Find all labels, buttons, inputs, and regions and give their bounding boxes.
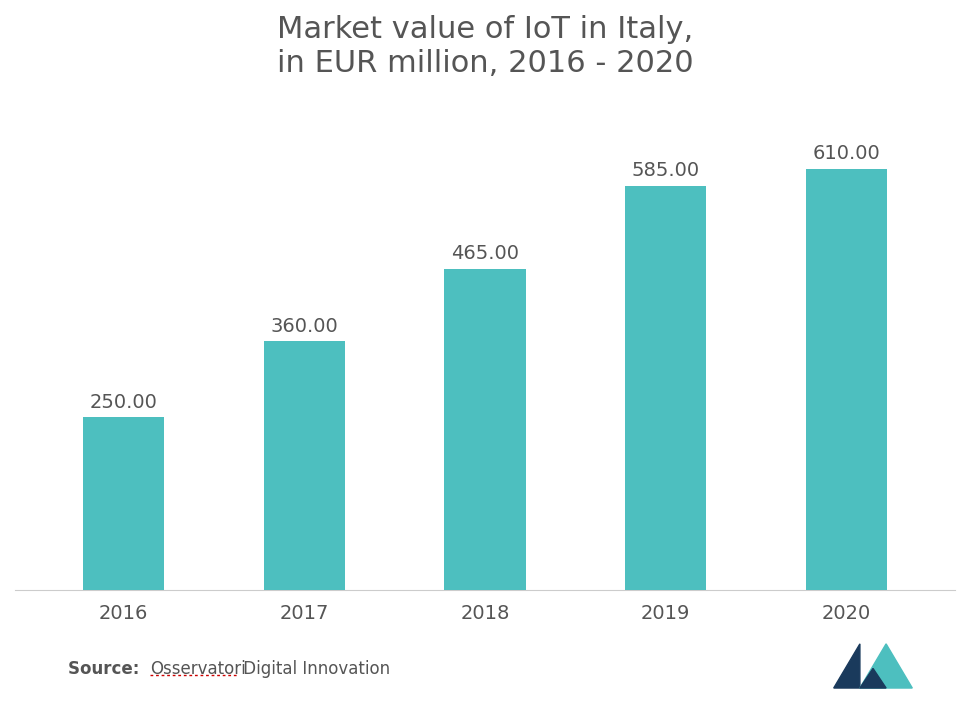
Bar [805, 168, 887, 590]
Bar [624, 186, 705, 590]
Bar [444, 268, 525, 590]
Text: Source:: Source: [68, 660, 145, 679]
Polygon shape [859, 644, 911, 688]
Text: Osservatori: Osservatori [150, 660, 246, 679]
Text: 465.00: 465.00 [451, 244, 518, 263]
Text: Digital Innovation: Digital Innovation [237, 660, 390, 679]
Bar [82, 417, 164, 590]
Text: 250.00: 250.00 [89, 393, 157, 411]
Text: 360.00: 360.00 [270, 317, 338, 336]
Title: Market value of IoT in Italy,
in EUR million, 2016 - 2020: Market value of IoT in Italy, in EUR mil… [276, 15, 693, 78]
Text: 585.00: 585.00 [631, 161, 699, 180]
Polygon shape [832, 644, 859, 688]
Polygon shape [859, 669, 886, 688]
Bar [264, 341, 345, 590]
Text: 610.00: 610.00 [812, 144, 880, 163]
